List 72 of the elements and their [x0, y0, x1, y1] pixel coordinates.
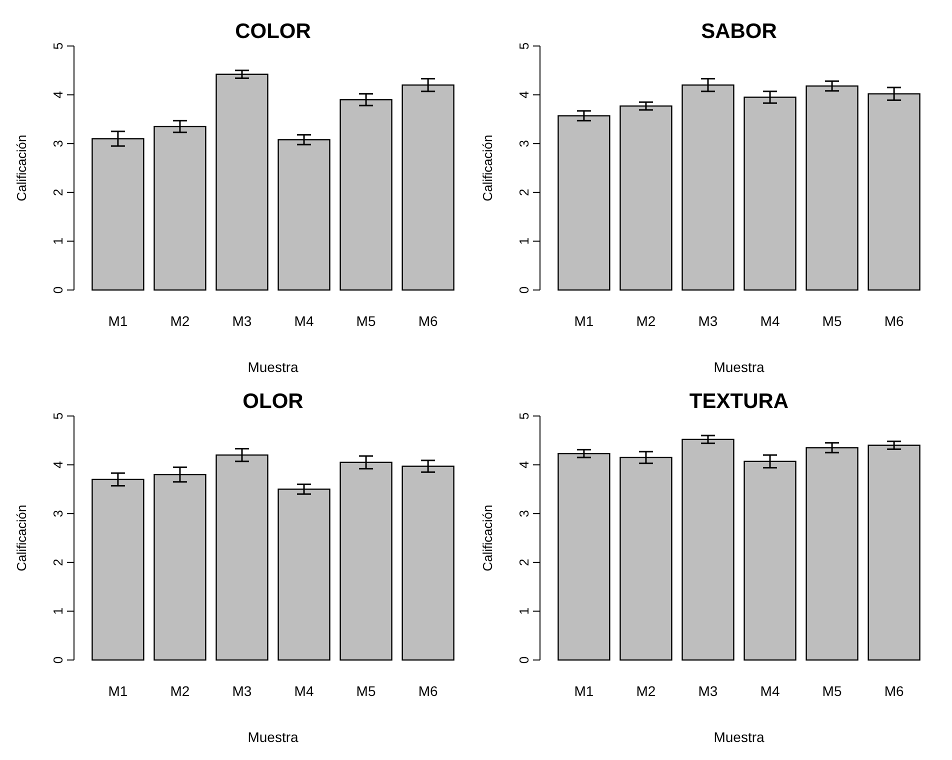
x-tick-label: M4: [294, 313, 314, 329]
bar: [558, 452, 610, 661]
x-axis-title: Muestra: [714, 359, 764, 375]
bar: [620, 105, 672, 291]
x-tick-label: M3: [232, 313, 252, 329]
x-axis-title: Muestra: [248, 729, 298, 745]
x-axis-title: Muestra: [248, 359, 298, 375]
y-axis-title: Calificación: [14, 504, 29, 572]
bar: [278, 139, 330, 291]
x-tick-label: M1: [574, 313, 594, 329]
x-tick-label: M2: [636, 683, 656, 699]
chart-title: COLOR: [235, 20, 311, 43]
y-tick-label: 5: [516, 412, 532, 420]
y-tick-label: 1: [516, 608, 532, 615]
x-tick-label: M1: [108, 683, 128, 699]
y-axis-title: Calificación: [480, 134, 495, 202]
bar: [806, 85, 858, 291]
x-tick-label: M5: [822, 683, 842, 699]
x-tick-label: M1: [108, 313, 128, 329]
y-tick-label: 4: [516, 91, 532, 98]
bar: [216, 74, 268, 291]
y-tick-label: 0: [50, 286, 66, 294]
x-tick-label: M6: [418, 313, 438, 329]
x-tick-label: M4: [294, 683, 314, 699]
y-tick-label: 0: [50, 656, 66, 664]
bar: [682, 438, 734, 661]
x-tick-label: M5: [356, 313, 376, 329]
x-tick-label: M6: [418, 683, 438, 699]
y-tick-label: 5: [50, 412, 66, 420]
bar: [154, 126, 206, 291]
y-tick-label: 0: [516, 286, 532, 294]
x-tick-label: M2: [170, 313, 190, 329]
y-tick-label: 3: [50, 140, 66, 148]
x-tick-label: M3: [698, 683, 718, 699]
x-tick-label: M3: [232, 683, 252, 699]
chart-title: SABOR: [701, 20, 777, 43]
y-tick-label: 2: [516, 558, 532, 566]
x-tick-label: M3: [698, 313, 718, 329]
x-tick-label: M2: [170, 683, 190, 699]
x-tick-label: M4: [760, 683, 780, 699]
bar: [806, 447, 858, 661]
y-tick-label: 5: [516, 42, 532, 50]
chart-title: OLOR: [242, 390, 304, 413]
y-tick-label: 1: [50, 608, 66, 615]
x-axis-title: Muestra: [714, 729, 764, 745]
x-tick-label: M1: [574, 683, 594, 699]
y-tick-label: 3: [516, 510, 532, 518]
x-tick-label: M4: [760, 313, 780, 329]
y-tick-label: 4: [50, 461, 66, 468]
bar: [868, 444, 920, 661]
x-tick-label: M5: [356, 683, 376, 699]
bar: [278, 488, 330, 661]
x-tick-label: M2: [636, 313, 656, 329]
y-tick-label: 2: [50, 558, 66, 566]
y-tick-label: 4: [516, 461, 532, 468]
bar: [558, 115, 610, 291]
y-tick-label: 5: [50, 42, 66, 50]
x-tick-label: M6: [884, 683, 904, 699]
y-tick-label: 0: [516, 656, 532, 664]
bar: [620, 456, 672, 661]
y-tick-label: 2: [516, 188, 532, 196]
x-tick-label: M5: [822, 313, 842, 329]
y-tick-label: 3: [50, 510, 66, 518]
y-tick-label: 4: [50, 91, 66, 98]
x-tick-label: M6: [884, 313, 904, 329]
y-tick-label: 2: [50, 188, 66, 196]
y-tick-label: 1: [50, 238, 66, 245]
y-axis-title: Calificación: [14, 134, 29, 202]
chart-title: TEXTURA: [689, 390, 789, 413]
y-tick-label: 3: [516, 140, 532, 148]
y-tick-label: 1: [516, 238, 532, 245]
y-axis-title: Calificación: [480, 504, 495, 572]
